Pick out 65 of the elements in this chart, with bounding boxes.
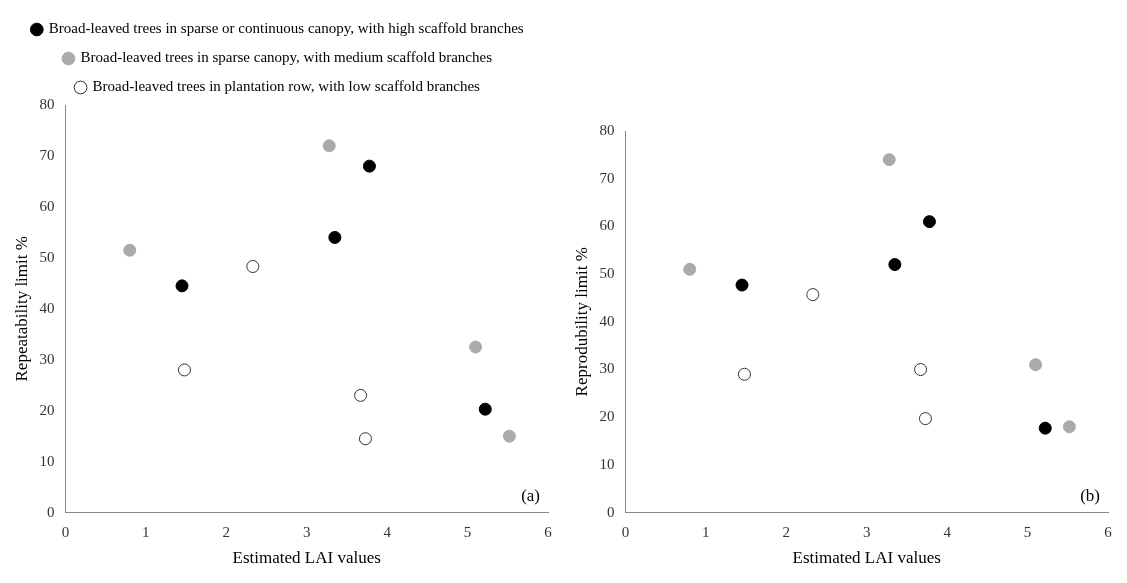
point	[123, 243, 137, 257]
x-tick-label: 2	[782, 523, 791, 540]
y-tick-label: 50	[39, 248, 55, 265]
point	[246, 260, 260, 274]
x-tick-label: 6	[544, 523, 553, 540]
y-tick-label: 50	[599, 265, 615, 282]
x-tick-label: 5	[463, 523, 472, 540]
x-tick-label: 4	[383, 523, 392, 540]
y-tick-label: 30	[39, 350, 55, 367]
y-tick-label: 70	[39, 146, 55, 163]
point	[175, 279, 189, 293]
point	[358, 432, 372, 446]
x-tick-label: 6	[1104, 523, 1113, 540]
point	[328, 230, 342, 244]
annotation: (b)	[1080, 485, 1100, 505]
x-tick-label: 4	[943, 523, 952, 540]
y-tick-label: 70	[599, 169, 615, 186]
y-tick-label: 30	[599, 360, 615, 377]
y-tick-label: 60	[599, 217, 615, 234]
y-axis-title: Reprodubility limit %	[571, 247, 591, 397]
x-tick-label: 2	[222, 523, 231, 540]
point	[478, 402, 492, 416]
x-tick-label: 3	[302, 523, 311, 540]
y-tick-label: 0	[46, 503, 55, 520]
point	[888, 258, 902, 272]
x-tick-label: 0	[61, 523, 70, 540]
legend-label: Broad-leaved trees in plantation row, with low scaffold branches	[92, 78, 481, 95]
x-tick-label: 0	[621, 523, 630, 540]
point	[362, 159, 376, 173]
y-tick-label: 0	[606, 503, 615, 520]
point	[177, 363, 191, 377]
point	[502, 429, 516, 443]
point	[1062, 420, 1076, 434]
point	[922, 215, 936, 229]
point	[1038, 421, 1052, 435]
point	[322, 139, 336, 153]
point	[469, 340, 483, 354]
x-tick-label: 1	[702, 523, 710, 540]
point	[806, 288, 820, 302]
point	[735, 278, 749, 292]
y-tick-label: 40	[39, 299, 55, 316]
y-tick-label: 10	[599, 455, 615, 472]
point	[683, 262, 697, 276]
y-tick-label: 60	[39, 197, 55, 214]
x-tick-label: 5	[1023, 523, 1032, 540]
x-tick-label: 3	[862, 523, 871, 540]
y-tick-label: 80	[39, 95, 55, 112]
legend-label: Broad-leaved trees in sparse canopy, with medium scaffold branches	[80, 49, 493, 66]
x-tick-label: 1	[142, 523, 150, 540]
point	[918, 412, 932, 426]
point	[354, 388, 368, 402]
x-axis-title: Estimated LAI values	[792, 548, 941, 568]
x-axis-title: Estimated LAI values	[232, 548, 381, 568]
y-tick-label: 80	[599, 121, 615, 138]
point	[1029, 358, 1043, 372]
legend-label: Broad-leaved trees in sparse or continuous canopy, with high scaffold branches	[48, 20, 524, 37]
point	[737, 367, 751, 381]
y-tick-label: 20	[39, 401, 55, 418]
y-axis-title: Repeatability limit %	[11, 236, 31, 382]
y-tick-label: 10	[39, 452, 55, 469]
annotation: (a)	[521, 485, 540, 505]
y-tick-label: 40	[599, 312, 615, 329]
y-tick-label: 20	[599, 408, 615, 425]
point	[882, 153, 896, 167]
point	[914, 363, 928, 376]
